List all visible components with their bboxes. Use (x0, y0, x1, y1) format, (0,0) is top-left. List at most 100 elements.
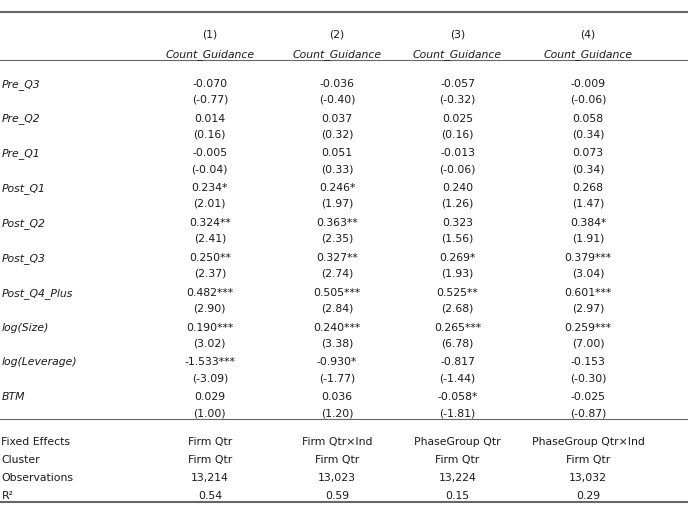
Text: (-0.87): (-0.87) (570, 408, 606, 418)
Text: log(Leverage): log(Leverage) (1, 357, 77, 367)
Text: (1.47): (1.47) (572, 199, 605, 209)
Text: Firm Qtr: Firm Qtr (566, 455, 610, 465)
Text: (-0.77): (-0.77) (192, 94, 228, 104)
Text: 0.051: 0.051 (321, 149, 353, 158)
Text: -0.036: -0.036 (320, 79, 354, 89)
Text: 0.505***: 0.505*** (314, 288, 361, 298)
Text: Pre_Q1: Pre_Q1 (1, 149, 40, 159)
Text: Firm Qtr: Firm Qtr (436, 455, 480, 465)
Text: 0.29: 0.29 (576, 491, 601, 501)
Text: (0.34): (0.34) (572, 129, 605, 139)
Text: PhaseGroup Qtr: PhaseGroup Qtr (414, 437, 501, 447)
Text: (6.78): (6.78) (441, 338, 474, 348)
Text: 0.234*: 0.234* (192, 183, 228, 193)
Text: R²: R² (1, 491, 13, 501)
Text: -0.930*: -0.930* (317, 357, 357, 367)
Text: (2.90): (2.90) (193, 304, 226, 314)
Text: (4): (4) (581, 30, 596, 40)
Text: 0.482***: 0.482*** (186, 288, 233, 298)
Text: (2.37): (2.37) (193, 269, 226, 279)
Text: PhaseGroup Qtr×Ind: PhaseGroup Qtr×Ind (532, 437, 645, 447)
Text: (2): (2) (330, 30, 345, 40)
Text: Firm Qtr: Firm Qtr (188, 455, 232, 465)
Text: -0.009: -0.009 (570, 79, 606, 89)
Text: (0.16): (0.16) (441, 129, 474, 139)
Text: (2.01): (2.01) (193, 199, 226, 209)
Text: (-3.09): (-3.09) (192, 373, 228, 383)
Text: 0.525**: 0.525** (437, 288, 478, 298)
Text: (-1.44): (-1.44) (440, 373, 475, 383)
Text: (1.20): (1.20) (321, 408, 354, 418)
Text: -0.025: -0.025 (571, 392, 605, 402)
Text: 0.029: 0.029 (194, 392, 226, 402)
Text: 0.014: 0.014 (194, 113, 226, 123)
Text: (-0.06): (-0.06) (439, 164, 476, 174)
Text: -0.005: -0.005 (192, 149, 228, 158)
Text: 0.363**: 0.363** (316, 218, 358, 228)
Text: 0.54: 0.54 (197, 491, 222, 501)
Text: 0.59: 0.59 (325, 491, 350, 501)
Text: -0.070: -0.070 (192, 79, 228, 89)
Text: 0.384*: 0.384* (570, 218, 606, 228)
Text: 0.15: 0.15 (445, 491, 470, 501)
Text: Count_Guidance: Count_Guidance (292, 48, 382, 60)
Text: 0.323: 0.323 (442, 218, 473, 228)
Text: 13,214: 13,214 (191, 473, 229, 483)
Text: (0.32): (0.32) (321, 129, 354, 139)
Text: Pre_Q2: Pre_Q2 (1, 113, 40, 124)
Text: (-0.30): (-0.30) (570, 373, 607, 383)
Text: (0.16): (0.16) (193, 129, 226, 139)
Text: (-0.40): (-0.40) (319, 94, 356, 104)
Text: (-0.32): (-0.32) (440, 94, 475, 104)
Text: 0.058: 0.058 (572, 113, 604, 123)
Text: BTM: BTM (1, 392, 25, 402)
Text: Pre_Q3: Pre_Q3 (1, 79, 40, 90)
Text: 0.269*: 0.269* (440, 253, 475, 263)
Text: 0.379***: 0.379*** (565, 253, 612, 263)
Text: (1.00): (1.00) (193, 408, 226, 418)
Text: log(Size): log(Size) (1, 323, 49, 333)
Text: Cluster: Cluster (1, 455, 40, 465)
Text: Count_Guidance: Count_Guidance (165, 48, 255, 60)
Text: (-1.77): (-1.77) (319, 373, 355, 383)
Text: 0.240***: 0.240*** (314, 323, 361, 333)
Text: (2.84): (2.84) (321, 304, 354, 314)
Text: (1): (1) (202, 30, 217, 40)
Text: 0.327**: 0.327** (316, 253, 358, 263)
Text: 0.190***: 0.190*** (186, 323, 233, 333)
Text: Count_Guidance: Count_Guidance (544, 48, 633, 60)
Text: 0.265***: 0.265*** (434, 323, 481, 333)
Text: Count_Guidance: Count_Guidance (413, 48, 502, 60)
Text: Fixed Effects: Fixed Effects (1, 437, 70, 447)
Text: 0.036: 0.036 (321, 392, 353, 402)
Text: Firm Qtr: Firm Qtr (188, 437, 232, 447)
Text: (1.97): (1.97) (321, 199, 354, 209)
Text: 13,032: 13,032 (569, 473, 608, 483)
Text: (3.02): (3.02) (193, 338, 226, 348)
Text: Firm Qtr: Firm Qtr (315, 455, 359, 465)
Text: -0.057: -0.057 (440, 79, 475, 89)
Text: Post_Q3: Post_Q3 (1, 253, 45, 264)
Text: (2.97): (2.97) (572, 304, 605, 314)
Text: (-0.06): (-0.06) (570, 94, 607, 104)
Text: 0.240: 0.240 (442, 183, 473, 193)
Text: 0.037: 0.037 (321, 113, 353, 123)
Text: 0.259***: 0.259*** (565, 323, 612, 333)
Text: (2.74): (2.74) (321, 269, 354, 279)
Text: -1.533***: -1.533*** (184, 357, 235, 367)
Text: (1.93): (1.93) (441, 269, 474, 279)
Text: 0.250**: 0.250** (189, 253, 230, 263)
Text: (1.91): (1.91) (572, 234, 605, 244)
Text: (0.33): (0.33) (321, 164, 354, 174)
Text: (-1.81): (-1.81) (440, 408, 475, 418)
Text: 0.268: 0.268 (572, 183, 604, 193)
Text: 13,023: 13,023 (318, 473, 356, 483)
Text: (3): (3) (450, 30, 465, 40)
Text: (3.38): (3.38) (321, 338, 354, 348)
Text: (-0.04): (-0.04) (191, 164, 228, 174)
Text: (2.35): (2.35) (321, 234, 354, 244)
Text: -0.013: -0.013 (440, 149, 475, 158)
Text: (2.41): (2.41) (193, 234, 226, 244)
Text: Post_Q2: Post_Q2 (1, 218, 45, 229)
Text: 0.601***: 0.601*** (565, 288, 612, 298)
